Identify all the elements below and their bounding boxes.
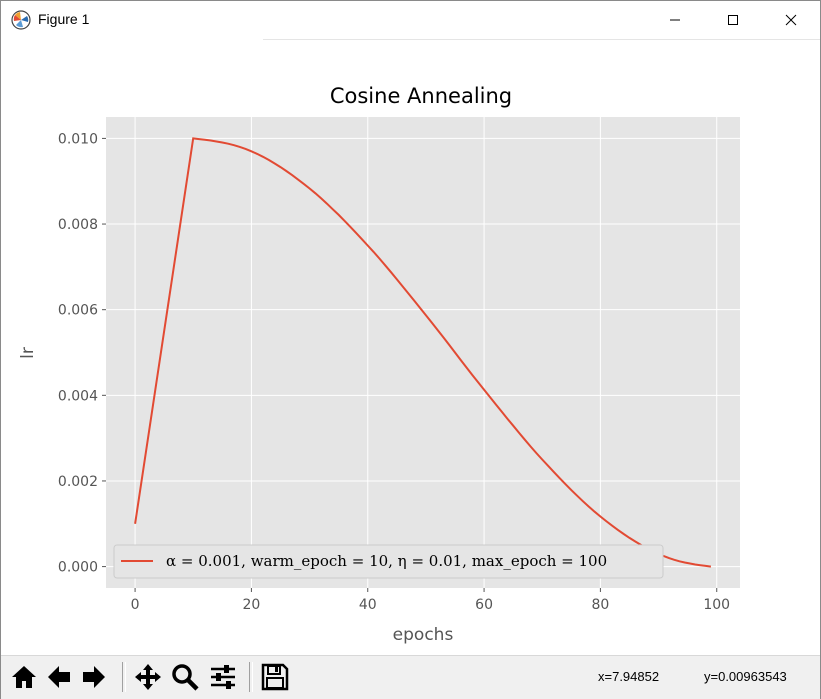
pan-icon xyxy=(135,664,161,690)
save-icon xyxy=(261,663,289,691)
x-axis-label: epochs xyxy=(393,625,454,645)
x-tick-label: 40 xyxy=(359,597,377,613)
configure-subplots-button[interactable] xyxy=(206,660,240,694)
series-layer xyxy=(134,137,712,568)
close-icon xyxy=(785,14,797,26)
toolbar-separator xyxy=(122,662,126,692)
titlebar-divider xyxy=(263,39,820,40)
y-tick-label: 0.008 xyxy=(58,217,98,233)
legend-box xyxy=(113,544,664,579)
legend-label: α = 0.001, warm_epoch = 10, η = 0.01, ma… xyxy=(166,552,607,570)
back-button[interactable] xyxy=(42,660,76,694)
window-title: Figure 1 xyxy=(38,11,90,27)
minimize-button[interactable] xyxy=(646,1,704,39)
zoom-icon xyxy=(172,664,199,691)
y-axis-label: lr xyxy=(18,347,38,359)
minimize-icon xyxy=(670,19,680,21)
home-button[interactable] xyxy=(7,660,41,694)
matplotlib-logo-icon xyxy=(11,10,31,30)
y-tick-label: 0.004 xyxy=(58,388,98,404)
configure-subplots-icon xyxy=(211,665,235,689)
maximize-button[interactable] xyxy=(704,1,762,39)
cursor-x-readout: x=7.94852 xyxy=(598,669,660,684)
plot-area[interactable] xyxy=(106,117,740,588)
back-arrow-icon xyxy=(48,666,70,688)
maximize-icon xyxy=(728,15,738,25)
x-tick-label: 100 xyxy=(703,597,730,613)
series-line xyxy=(134,137,712,568)
figure-canvas[interactable]: Cosine Annealing 0.000 0.002 0.004 0.006 0.0… xyxy=(1,40,820,655)
close-button[interactable] xyxy=(762,1,820,39)
toolbar-separator xyxy=(249,662,253,692)
x-tick-label: 20 xyxy=(242,597,260,613)
y-tick-label: 0.002 xyxy=(58,474,98,490)
y-tick-label: 0.006 xyxy=(58,303,98,319)
home-icon xyxy=(12,666,36,688)
cursor-y-readout: y=0.00963543 xyxy=(704,669,787,684)
pan-button[interactable] xyxy=(131,660,165,694)
title-bar[interactable]: Figure 1 xyxy=(1,1,820,39)
navigation-toolbar: x=7.94852 y=0.00963543 xyxy=(1,655,820,699)
x-tick-label: 60 xyxy=(475,597,493,613)
line-chart[interactable]: Cosine Annealing 0.0000.0020.0040.0060.0… xyxy=(1,40,820,655)
save-button[interactable] xyxy=(258,660,292,694)
chart-title: Cosine Annealing xyxy=(330,84,512,108)
y-axis-ticks: 0.000 0.002 0.004 0.006 0.008 0.010 xyxy=(58,131,106,576)
y-tick-label: 0.010 xyxy=(58,131,98,147)
legend: α = 0.001, warm_epoch = 10, η = 0.01, ma… xyxy=(113,544,664,579)
x-axis-ticks: 0 20 40 60 80 100 xyxy=(131,588,730,613)
forward-button[interactable] xyxy=(77,660,111,694)
y-tick-label: 0.000 xyxy=(58,560,98,576)
x-tick-label: 0 xyxy=(131,597,140,613)
zoom-button[interactable] xyxy=(168,660,202,694)
x-tick-label: 80 xyxy=(591,597,609,613)
forward-arrow-icon xyxy=(83,666,105,688)
